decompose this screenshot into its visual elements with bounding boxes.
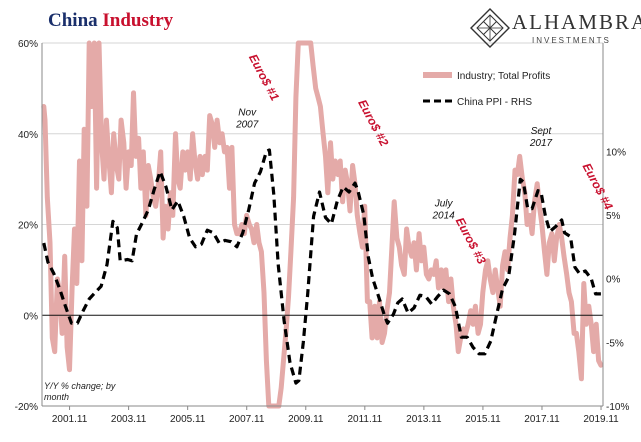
- y-right-tick-3: -5%: [606, 338, 624, 349]
- legend-label-profits: Industry; Total Profits: [457, 71, 550, 82]
- logo-subtitle: INVESTMENTS: [532, 36, 611, 45]
- units-note: Y/Y % change; by month: [44, 381, 116, 402]
- x-tick-7: 2015.11: [465, 414, 501, 425]
- annotation-5: Sept 2017: [529, 126, 553, 149]
- y-right-tick-4: -10%: [606, 402, 629, 413]
- y-left-tick-labels: 60% 40% 20% 0% -20%: [15, 39, 38, 413]
- logo-name: ALHAMBRA: [512, 10, 641, 34]
- title-part-industry: Industry: [102, 10, 174, 31]
- y-right-tick-2: 0%: [606, 275, 621, 286]
- x-tick-4: 2009.11: [288, 414, 324, 425]
- y-left-tick-3: 0%: [24, 311, 39, 322]
- x-tick-labels: 2001.11 2003.11 2005.11 2007.11 2009.11 2011.…: [52, 406, 619, 425]
- ppi-line: [42, 148, 601, 385]
- title-part-china: China: [48, 10, 98, 31]
- x-tick-0: 2001.11: [52, 414, 88, 425]
- y-left-tick-1: 40%: [18, 130, 38, 141]
- y-right-tick-1: 5%: [606, 211, 621, 222]
- y-left-tick-2: 20%: [18, 221, 38, 232]
- annotation-3: July 2014: [431, 198, 455, 221]
- x-tick-2: 2005.11: [170, 414, 206, 425]
- annotation-6: Euro$ #4: [580, 161, 616, 213]
- y-right-tick-labels: 10% 5% 0% -5% -10%: [606, 147, 629, 413]
- legend-label-ppi: China PPI - RHS: [457, 97, 532, 108]
- x-tick-5: 2011.11: [347, 414, 382, 425]
- annotation-4: Euro$ #3: [453, 215, 489, 267]
- chart-title: China Industry: [48, 10, 173, 32]
- profits-line: [41, 40, 604, 409]
- x-tick-8: 2017.11: [524, 414, 560, 425]
- annotation-1: Euro$ #1: [246, 52, 282, 104]
- diamond-logo-icon: [470, 8, 510, 48]
- y-left-tick-4: -20%: [15, 402, 38, 413]
- x-tick-6: 2013.11: [406, 414, 442, 425]
- annotation-2: Euro$ #2: [355, 97, 391, 149]
- x-tick-1: 2003.11: [111, 414, 147, 425]
- y-right-tick-0: 10%: [606, 147, 626, 158]
- annotation-0: Nov 2007: [235, 108, 259, 131]
- axes: [41, 43, 604, 407]
- y-left-tick-0: 60%: [18, 39, 38, 50]
- x-tick-3: 2007.11: [229, 414, 265, 425]
- x-tick-9: 2019.11: [583, 414, 619, 425]
- legend: Industry; Total Profits China PPI - RHS: [423, 71, 550, 108]
- series-china-ppi: [42, 148, 601, 385]
- series-industry-total-profits: [41, 40, 604, 409]
- alhambra-logo: ALHAMBRA INVESTMENTS: [470, 8, 641, 48]
